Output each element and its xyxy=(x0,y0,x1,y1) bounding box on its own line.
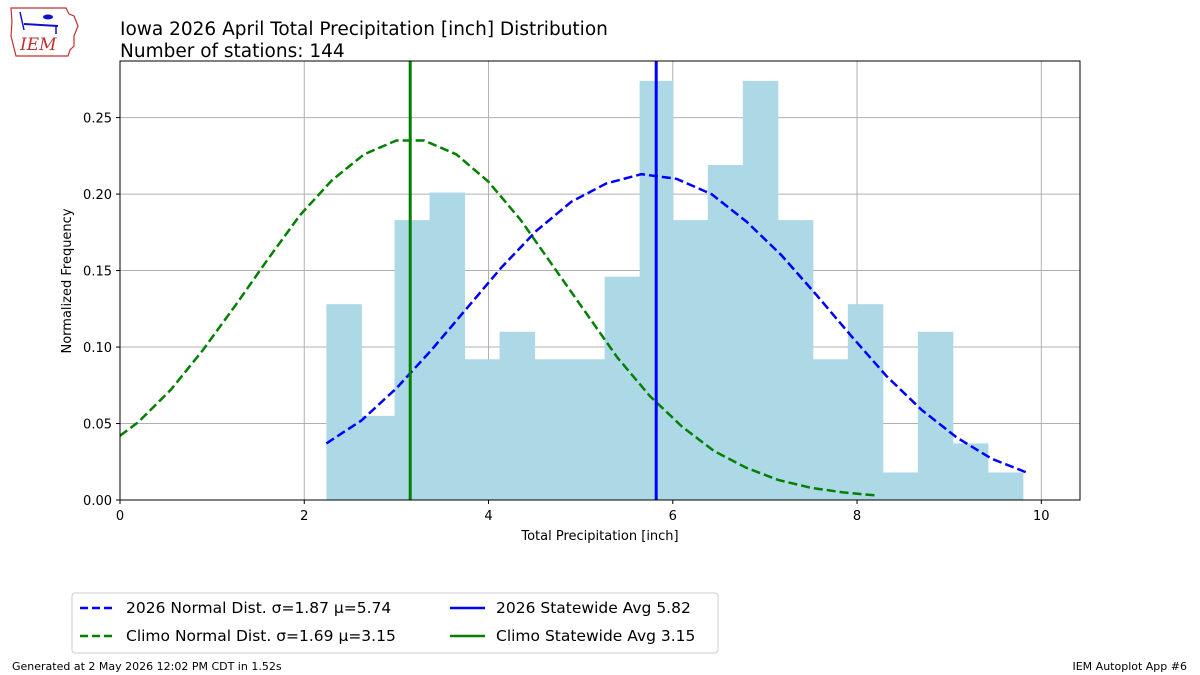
histogram-bar xyxy=(534,359,571,500)
chart-subtitle: Number of stations: 144 xyxy=(120,41,345,62)
normal-dist-line xyxy=(325,172,1028,474)
logo-text: IEM xyxy=(19,35,57,55)
footer-app-text: IEM Autoplot App #6 xyxy=(1072,660,1187,673)
y-tick-label: 0.15 xyxy=(83,265,112,280)
y-tick-label: 0.10 xyxy=(83,341,112,356)
x-tick-label: 6 xyxy=(669,509,677,524)
histogram-bar xyxy=(987,472,1024,500)
normal-dist-line xyxy=(119,139,876,497)
x-tick-label: 2 xyxy=(300,509,308,524)
histogram-bar xyxy=(394,220,431,500)
histogram-bar xyxy=(917,331,954,500)
axis-ticks: 0 2 4 6 8 10 0.00 0.05 0.10 0.15 0.20 0.25 xyxy=(83,112,1050,524)
histogram-bar xyxy=(499,331,536,500)
legend-box xyxy=(71,592,719,654)
histogram-bar xyxy=(952,443,989,500)
x-tick-label: 4 xyxy=(484,509,492,524)
footer-generated-text: Generated at 2 May 2026 12:02 PM CDT in … xyxy=(12,660,282,673)
histogram-bar xyxy=(742,80,779,501)
x-tick-label: 0 xyxy=(116,509,124,524)
histogram-bar xyxy=(464,359,501,500)
histogram-bar xyxy=(604,276,641,500)
legend-label: 2026 Statewide Avg 5.82 xyxy=(496,599,691,617)
y-axis-label: Normalized Frequency xyxy=(60,208,75,353)
plot-frame xyxy=(119,60,1081,501)
x-axis-label: Total Precipitation [inch] xyxy=(520,529,678,544)
histogram-bar xyxy=(882,472,919,500)
y-tick-label: 0.00 xyxy=(83,494,112,509)
histogram-bar xyxy=(777,220,814,500)
x-tick-label: 10 xyxy=(1033,509,1050,524)
x-tick-label: 8 xyxy=(853,509,861,524)
legend-label: Climo Statewide Avg 3.15 xyxy=(496,627,695,645)
iem-logo: IEM xyxy=(8,6,80,58)
histogram-bar xyxy=(326,304,362,500)
chart-title: Iowa 2026 April Total Precipitation [inc… xyxy=(120,19,608,40)
series-lines xyxy=(119,61,1028,500)
y-tick-label: 0.05 xyxy=(83,418,112,433)
legend: 2026 Normal Dist. σ=1.87 μ=5.74 Climo Nor… xyxy=(71,592,719,654)
histogram-bar xyxy=(847,304,884,500)
y-tick-label: 0.20 xyxy=(83,188,112,203)
histogram-bar xyxy=(361,415,396,500)
histogram-bar xyxy=(812,359,849,500)
legend-label: 2026 Normal Dist. σ=1.87 μ=5.74 xyxy=(126,599,391,617)
histogram-bar xyxy=(569,359,606,500)
legend-label: Climo Normal Dist. σ=1.69 μ=3.15 xyxy=(126,627,396,645)
y-tick-label: 0.25 xyxy=(83,112,112,127)
histogram-bar xyxy=(707,165,744,501)
histogram-bar xyxy=(672,220,709,500)
